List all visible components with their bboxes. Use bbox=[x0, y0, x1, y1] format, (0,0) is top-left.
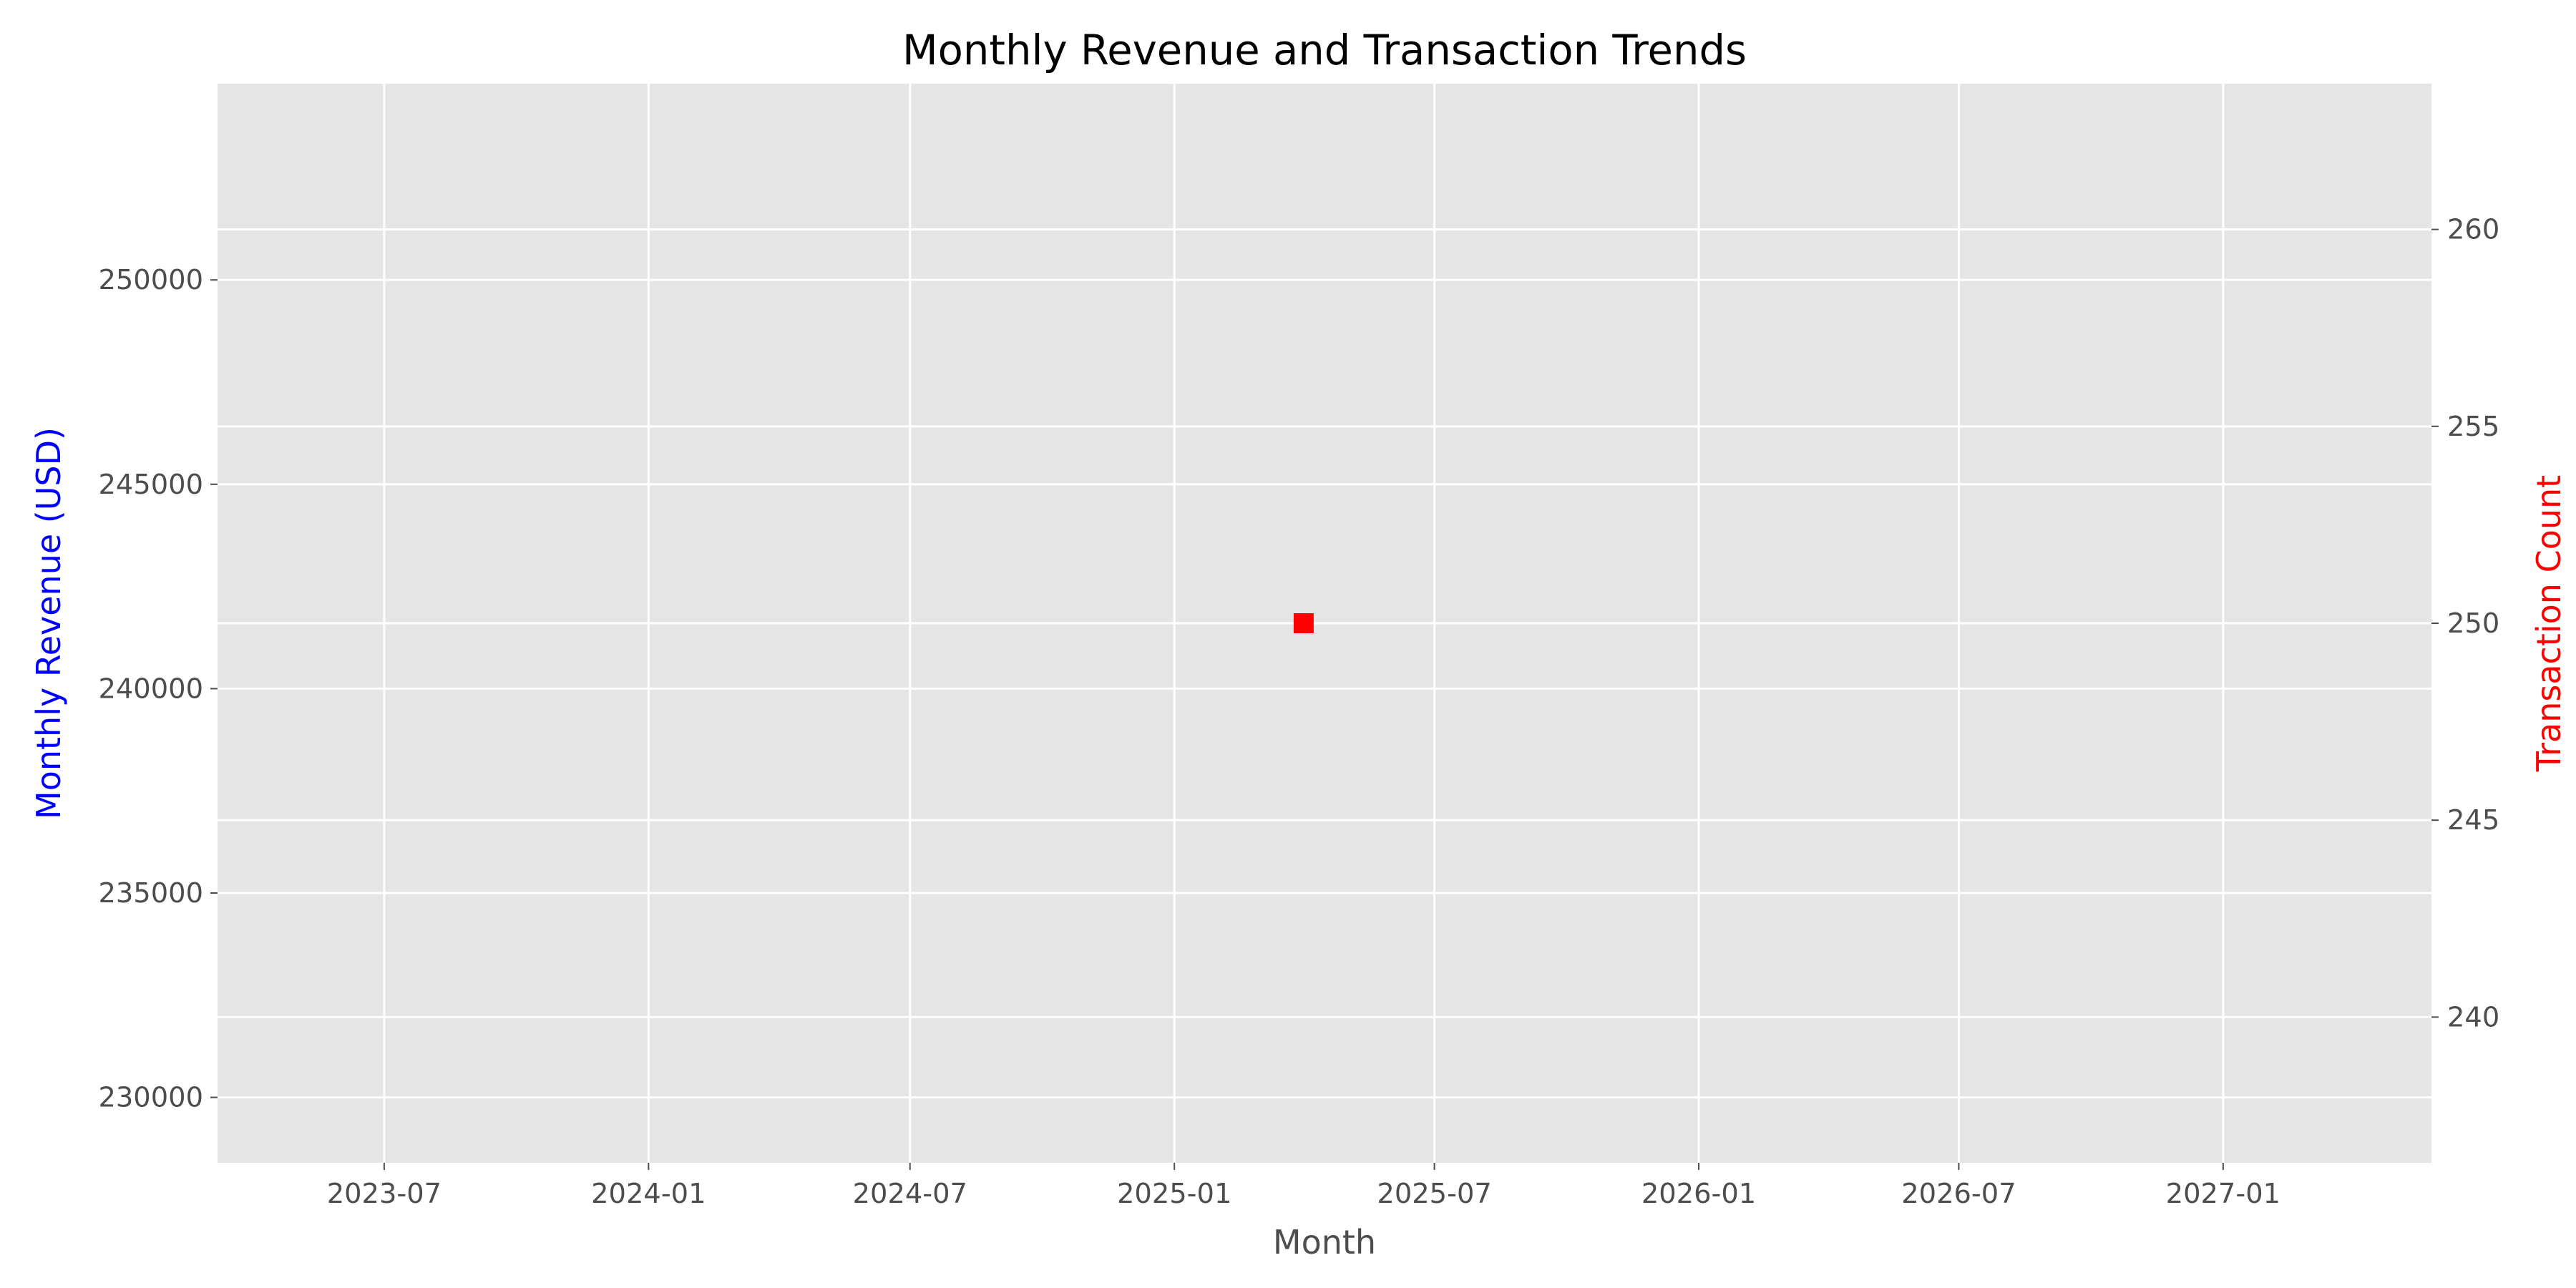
tick-layer: 2023-07 2024-01 2024-07 2025-01 2025-07 2026-… bbox=[98, 214, 2499, 1210]
y-left-tick-label: 235000 bbox=[98, 877, 203, 909]
chart-title: Monthly Revenue and Transaction Trends bbox=[902, 26, 1747, 74]
y-right-tick-label: 260 bbox=[2447, 214, 2499, 246]
x-axis-label: Month bbox=[1273, 1223, 1376, 1262]
y-right-tick-label: 240 bbox=[2447, 1001, 2499, 1033]
y-right-tick-label: 245 bbox=[2447, 804, 2499, 836]
x-tick-label: 2025-01 bbox=[1117, 1178, 1231, 1210]
grid-layer bbox=[218, 84, 2431, 1163]
x-tick-label: 2024-01 bbox=[591, 1178, 706, 1210]
marks-layer bbox=[1293, 613, 1314, 633]
y-left-tick-label: 240000 bbox=[98, 673, 203, 705]
y-axis-right-label: Transaction Count bbox=[2529, 475, 2568, 772]
x-tick-label: 2026-07 bbox=[1901, 1178, 2016, 1210]
y-left-tick-label: 230000 bbox=[98, 1082, 203, 1114]
x-tick-label: 2027-01 bbox=[2166, 1178, 2280, 1210]
y-axis-left-label: Monthly Revenue (USD) bbox=[29, 427, 68, 819]
y-left-tick-label: 245000 bbox=[98, 469, 203, 501]
x-tick-label: 2025-07 bbox=[1377, 1178, 1491, 1210]
x-tick-label: 2023-07 bbox=[327, 1178, 441, 1210]
y-right-tick-label: 255 bbox=[2447, 411, 2499, 443]
x-tick-label: 2026-01 bbox=[1641, 1178, 1756, 1210]
data-point-marker bbox=[1293, 613, 1314, 633]
x-tick-label: 2024-07 bbox=[853, 1178, 967, 1210]
y-left-tick-label: 250000 bbox=[98, 264, 203, 296]
y-right-tick-label: 250 bbox=[2447, 608, 2499, 640]
